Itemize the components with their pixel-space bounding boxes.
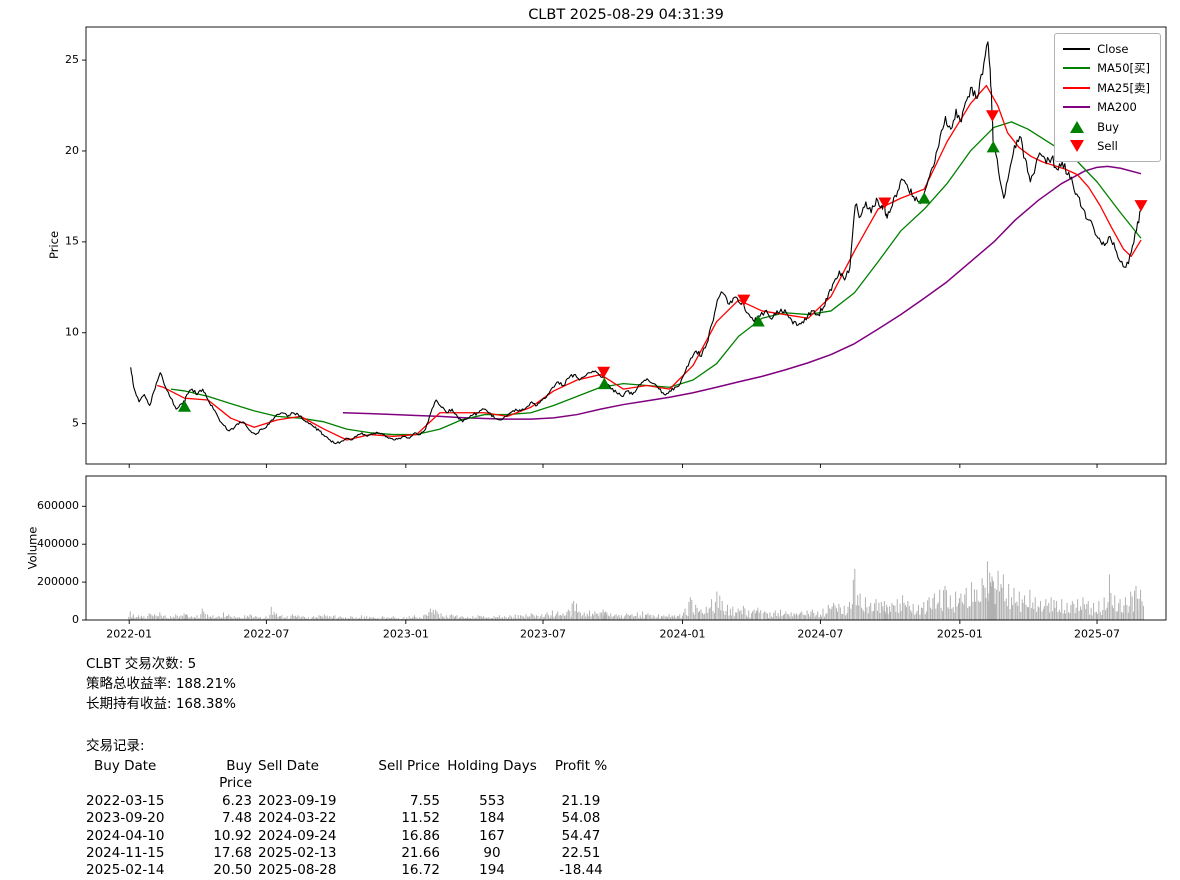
legend: Close MA50[买] MA25[卖] MA200 Buy Sell xyxy=(1054,33,1161,162)
trade-column-header: Buy Date xyxy=(94,758,157,774)
legend-label: Buy xyxy=(1097,119,1120,134)
trade-column-header: Sell Price xyxy=(378,758,440,774)
trade-cell: -18.44 xyxy=(559,862,603,879)
strategy-return-line: 策略总收益率: 188.21% xyxy=(86,676,236,692)
price-axis-label: Price xyxy=(47,230,62,260)
trade-cell: 21.19 xyxy=(561,792,601,809)
trade-cell: 2024-03-22 xyxy=(258,810,337,827)
sell-marker-icon xyxy=(1063,140,1090,153)
trade-column-header: Sell Date xyxy=(258,758,319,774)
table-row: 2022-03-15 6.23 2023-09-19 7.55 553 21.19 xyxy=(86,793,624,810)
trade-cell: 16.72 xyxy=(401,862,440,879)
trade-cell: 16.86 xyxy=(401,827,440,844)
table-row: 2025-02-14 20.50 2025-08-28 16.72 194 -18.44 xyxy=(86,862,624,879)
trade-cell: 17.68 xyxy=(213,845,252,862)
trade-cell: 2024-09-24 xyxy=(258,827,337,844)
trade-cell: 2024-04-10 xyxy=(86,827,165,844)
trade-cell: 184 xyxy=(479,810,505,827)
volume-axis-label: Volume xyxy=(25,526,40,570)
legend-line-sample-icon xyxy=(1063,67,1091,70)
legend-label: MA25[卖] xyxy=(1097,80,1150,95)
trade-cell: 2025-02-14 xyxy=(86,862,165,879)
trade-cell: 11.52 xyxy=(401,810,440,827)
chart-title: CLBT 2025-08-29 04:31:39 xyxy=(528,7,724,23)
trade-column-header: Buy Price xyxy=(219,758,252,792)
trade-column-header: Holding Days xyxy=(447,758,537,774)
trade-cell: 2025-02-13 xyxy=(258,845,337,862)
trade-cell: 7.48 xyxy=(221,810,252,827)
legend-item-ma25-: MA25[卖] xyxy=(1063,78,1150,98)
trade-cell: 2023-09-20 xyxy=(86,810,165,827)
trade-cell: 21.66 xyxy=(401,845,440,862)
chart-area: CLBT 2025-08-29 04:31:39 Price Volume Cl… xyxy=(0,0,1180,648)
legend-label: Sell xyxy=(1097,139,1118,154)
trade-cell: 2024-11-15 xyxy=(86,845,165,862)
trade-cell: 553 xyxy=(479,792,505,809)
trade-cell: 54.08 xyxy=(561,810,601,827)
trade-cell: 7.55 xyxy=(409,792,440,809)
trade-cell: 2022-03-15 xyxy=(86,792,165,809)
price-volume-chart xyxy=(0,0,1180,648)
legend-item-buy: Buy xyxy=(1063,117,1150,137)
legend-item-ma200: MA200 xyxy=(1063,98,1150,118)
trade-cell: 22.51 xyxy=(561,845,601,862)
trade-records: 交易记录: Buy Date Buy Price Sell Date Sell Pri… xyxy=(86,737,624,880)
trade-cell: 10.92 xyxy=(213,827,252,844)
trade-count-line: CLBT 交易次数: 5 xyxy=(86,656,197,672)
table-row: 2023-09-20 7.48 2024-03-22 11.52 184 54.08 xyxy=(86,810,624,827)
trade-cell: 20.50 xyxy=(213,862,252,879)
table-row: 2024-11-15 17.68 2025-02-13 21.66 90 22.51 xyxy=(86,845,624,862)
legend-line-sample-icon xyxy=(1063,106,1091,109)
legend-line-sample-icon xyxy=(1063,86,1091,89)
strategy-summary: CLBT 交易次数: 5 策略总收益率: 188.21% 长期持有收益: 168… xyxy=(86,654,236,714)
trade-cell: 194 xyxy=(479,862,505,879)
legend-item-close: Close xyxy=(1063,39,1150,59)
legend-label: MA200 xyxy=(1097,100,1137,115)
legend-item-ma50-: MA50[买] xyxy=(1063,59,1150,79)
buy-marker-icon xyxy=(1063,120,1090,133)
trade-cell: 2023-09-19 xyxy=(258,792,337,809)
legend-label: Close xyxy=(1097,41,1129,56)
trade-table: Buy Date Buy Price Sell Date Sell Price Hold… xyxy=(86,758,624,880)
hold-return-line: 长期持有收益: 168.38% xyxy=(86,696,236,712)
trade-cell: 167 xyxy=(479,827,505,844)
trade-table-header: Buy Date Buy Price Sell Date Sell Price Hold… xyxy=(86,758,624,793)
trade-cell: 2025-08-28 xyxy=(258,862,337,879)
trade-cell: 90 xyxy=(483,845,501,862)
trade-cell: 6.23 xyxy=(221,792,252,809)
legend-label: MA50[买] xyxy=(1097,61,1150,76)
table-row: 2024-04-10 10.92 2024-09-24 16.86 167 54.47 xyxy=(86,828,624,845)
trade-records-title: 交易记录: xyxy=(86,738,145,754)
legend-line-sample-icon xyxy=(1063,47,1091,50)
trade-cell: 54.47 xyxy=(561,827,601,844)
legend-item-sell: Sell xyxy=(1063,137,1150,157)
trade-column-header: Profit % xyxy=(554,758,608,774)
